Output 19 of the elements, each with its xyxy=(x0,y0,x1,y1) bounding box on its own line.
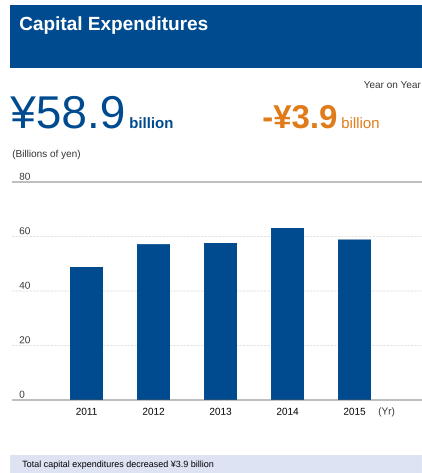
text: billion xyxy=(130,117,172,128)
y-tick-label: 60 xyxy=(20,227,30,234)
y-axis-title: (Billions of yen) xyxy=(12,150,80,160)
text: ¥58.9 xyxy=(10,96,124,128)
x-tick-label: 2015 xyxy=(344,408,366,415)
text: Total capital expenditures decreased ¥3.9 billion xyxy=(22,460,214,469)
text: -¥3.9 xyxy=(263,104,336,128)
x-tick-label: 2013 xyxy=(210,408,232,415)
x-tick-label: 2011 xyxy=(76,408,97,415)
x-tick-label: 2012 xyxy=(142,408,164,415)
text: Year on Year xyxy=(364,81,421,88)
y-tick-label: 80 xyxy=(20,172,30,180)
text: billion xyxy=(342,117,379,128)
x-tick-label: 2014 xyxy=(276,408,298,415)
chart-title: Capital Expenditures xyxy=(20,16,208,34)
y-tick-label: 20 xyxy=(20,336,30,344)
y-tick-label: 40 xyxy=(19,282,30,289)
y-tick-label: 0 xyxy=(20,390,24,398)
x-axis-title: (Yr) xyxy=(378,407,394,417)
